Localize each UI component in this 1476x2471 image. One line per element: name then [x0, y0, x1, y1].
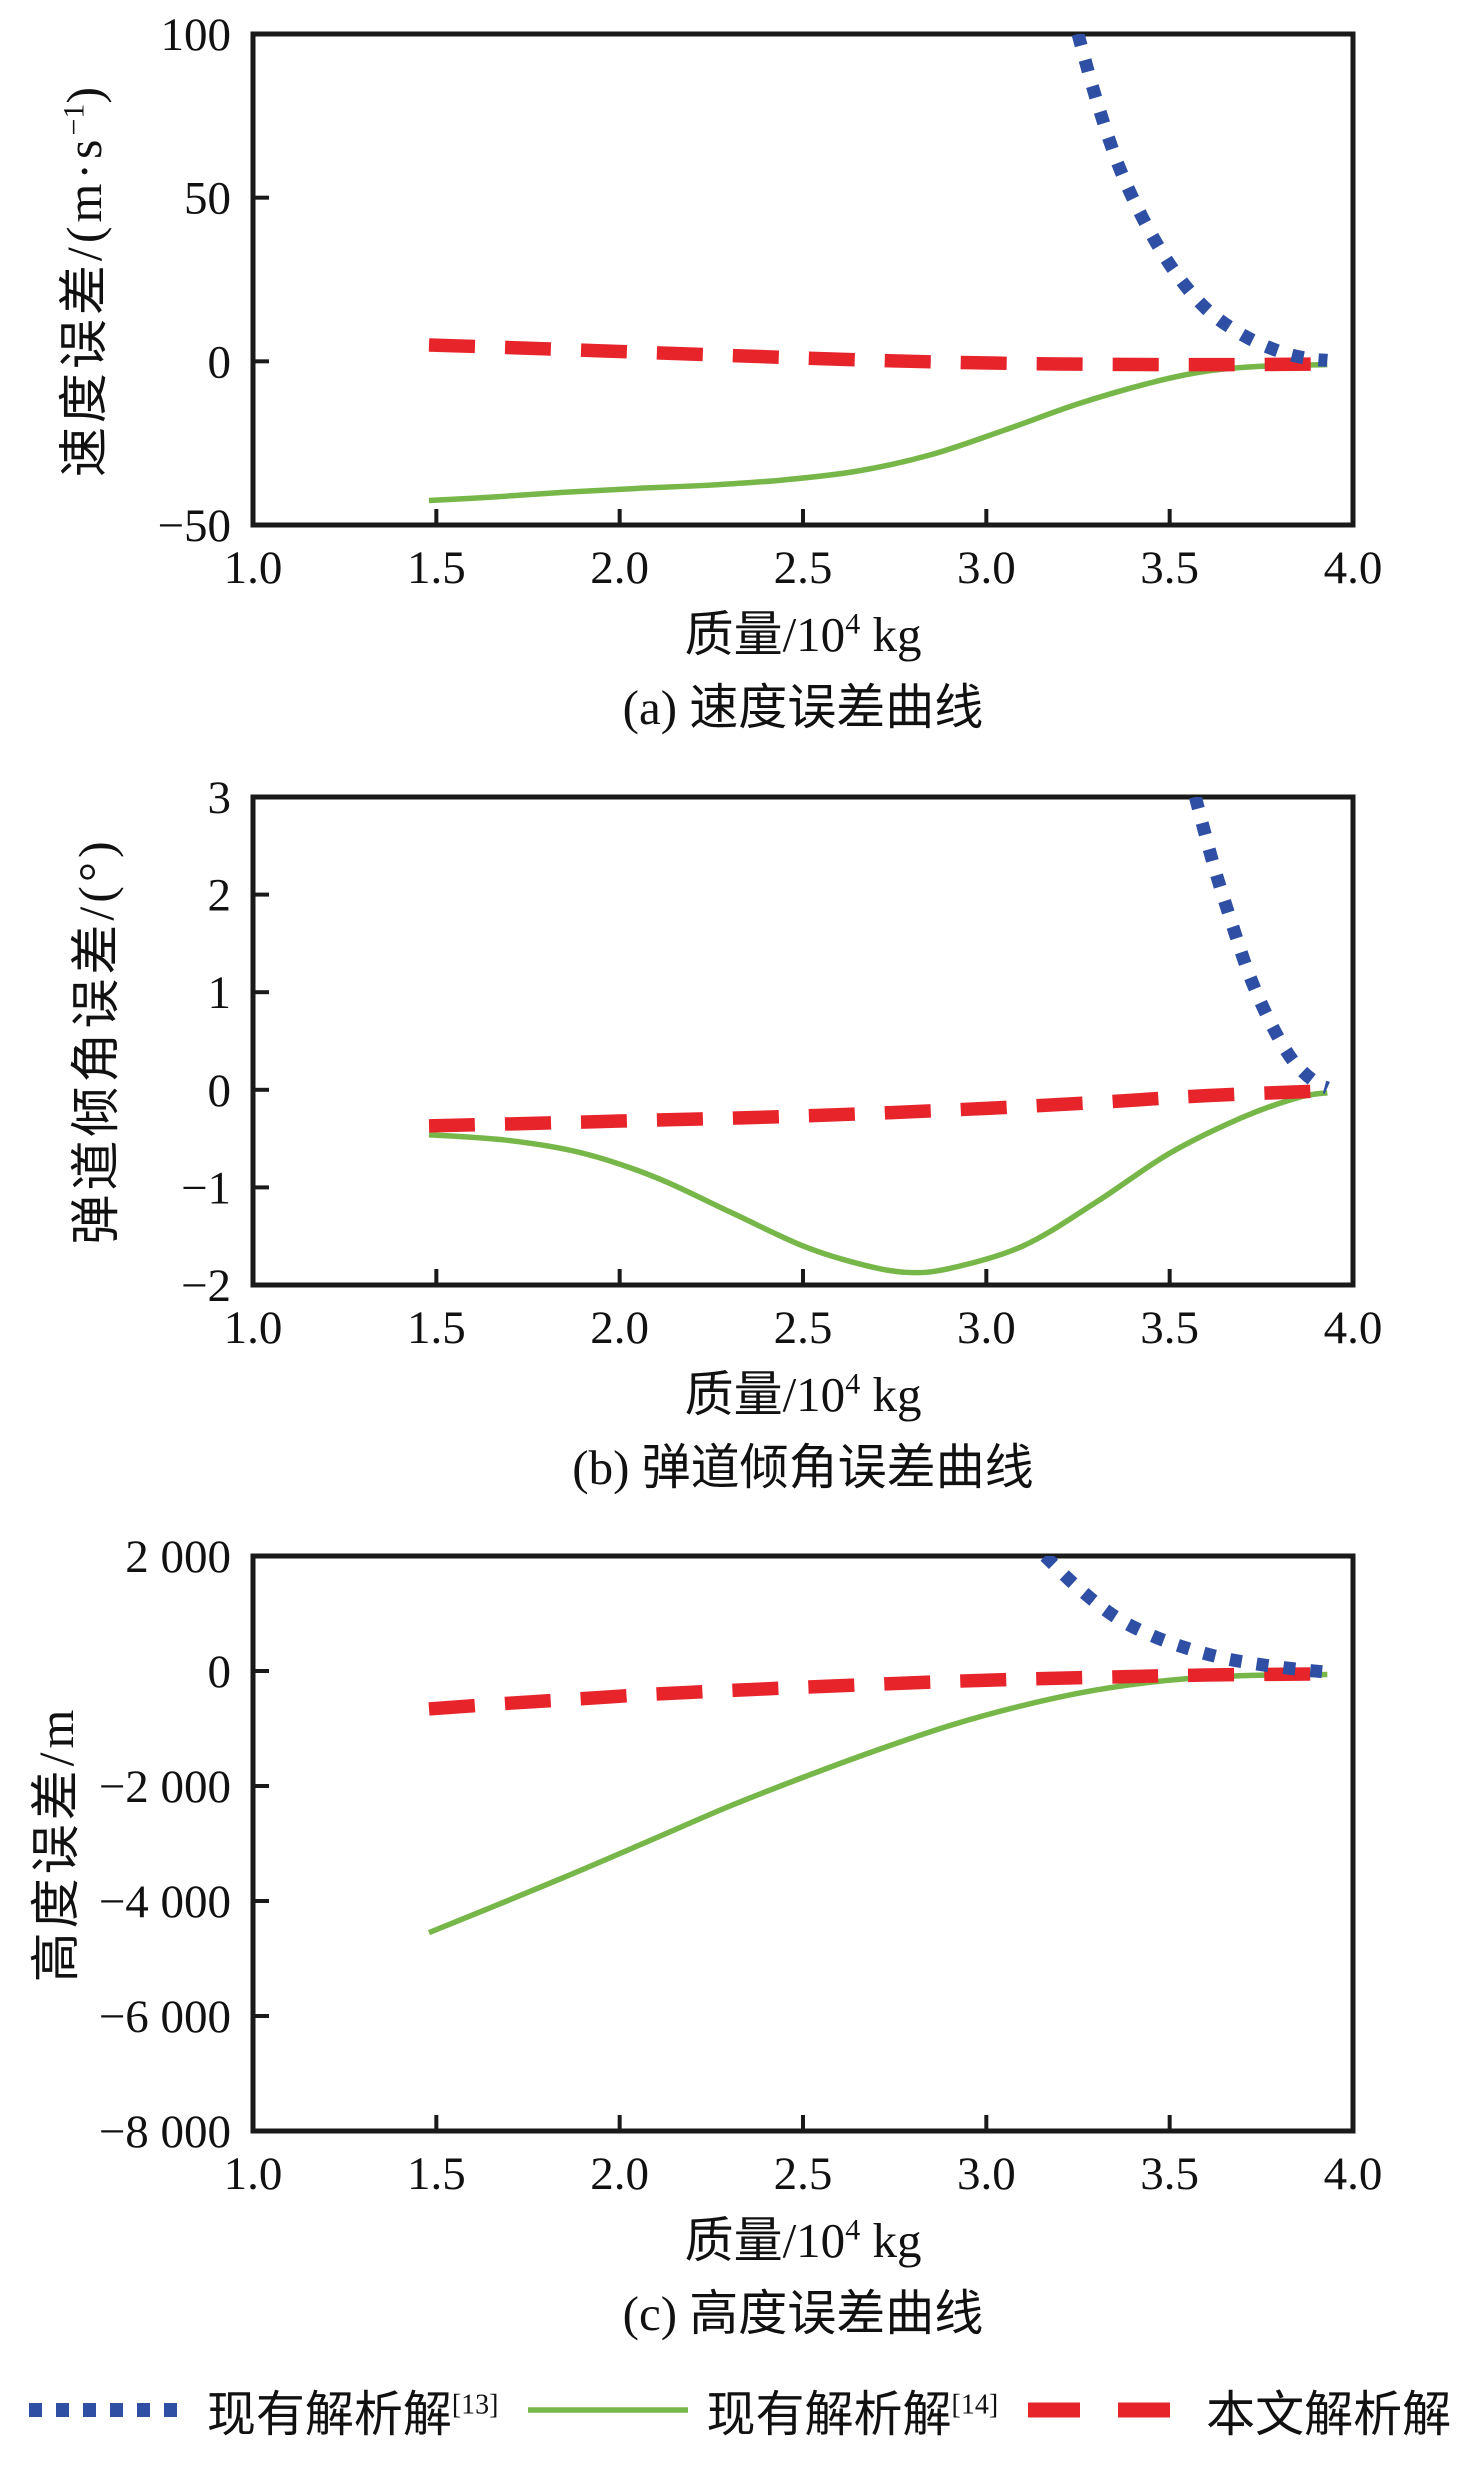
legend: 现有解析解[13] 现有解析解[14] 本文解析解: [0, 2375, 1476, 2446]
solid-line-sample-icon: [528, 2407, 689, 2413]
series-proposed-line: [428, 1083, 1328, 1133]
y-tick-label: 1: [208, 967, 232, 1019]
x-tick-label: 2.5: [774, 542, 833, 594]
x-tick-label: 1.0: [224, 1302, 283, 1354]
x-tick-label: 1.5: [407, 2148, 466, 2200]
series-ref14-line: [428, 361, 1328, 504]
chart-c-block: 高度误差/m 1.0 1.5 2.0 2.5 3.0 3.5 4.0 −8 000 −6 000…: [0, 1528, 1476, 2345]
y-tick-label: 2: [208, 869, 232, 921]
series-ref13-line: [1040, 1556, 1328, 1679]
chart-b-block: 弹道倾角误差/(°) 1.0 1.5 2.0 2.5 3.0 3.5 4.0 −2 −1 0 1 2 3…: [0, 769, 1476, 1499]
y-tick-label: 0: [208, 336, 232, 388]
y-tick-label: 100: [161, 9, 232, 61]
legend-sup: [14]: [951, 2389, 999, 2421]
y-tick-label: 0: [208, 1064, 232, 1116]
y-tick-label: −2 000: [99, 1761, 231, 1813]
legend-label: 现有解析解[13]: [207, 2375, 499, 2446]
x-title-text: 质量/10: [684, 2213, 846, 2268]
chart-a-block: 速度误差/(m·s−1) 1.0 1.5 2.0 2.5 3.0 3.5 4.0 −50 0 50…: [0, 6, 1476, 739]
dashed-line-sample-icon: [1028, 2402, 1189, 2418]
flight-path-angle-error-chart: 1.0 1.5 2.0 2.5 3.0 3.5 4.0 −2 −1 0 1 2 3: [181, 772, 1383, 1354]
y-tick-label: −4 000: [99, 1876, 231, 1928]
legend-item-ref13: 现有解析解[13]: [25, 2375, 499, 2446]
chart-a-caption: (a) 速度误差曲线: [622, 680, 984, 736]
chart-c-caption: (c) 高度误差曲线: [622, 2286, 984, 2342]
y-title-close: ): [56, 82, 112, 104]
x-title-sup: 4: [845, 607, 861, 641]
x-title-sup: 4: [845, 2213, 861, 2247]
x-tick-label: 1.5: [407, 542, 466, 594]
legend-item-proposed: 本文解析解: [1024, 2375, 1451, 2446]
x-tick-label: 2.5: [774, 2148, 833, 2200]
x-tick-label: 3.5: [1140, 1302, 1199, 1354]
y-title-text: 速度误差/(m·s: [56, 135, 112, 478]
x-tick-label: 1.5: [407, 1302, 466, 1354]
x-title-unit: kg: [860, 2213, 922, 2268]
x-tick-label: 1.0: [224, 542, 283, 594]
y-tick-label: −2: [181, 1260, 231, 1312]
velocity-error-chart: 1.0 1.5 2.0 2.5 3.0 3.5 4.0 −50 0 50 100: [157, 9, 1383, 594]
series-ref14-line: [428, 1089, 1328, 1275]
y-tick-label: 2 000: [125, 1531, 231, 1583]
x-tick-label: 2.5: [774, 1302, 833, 1354]
y-tick-label: −50: [157, 500, 231, 552]
y-title-text: 弹道倾角误差/(°): [68, 836, 124, 1245]
legend-sup: [13]: [451, 2389, 499, 2421]
x-tick-label: 2.0: [590, 1302, 649, 1354]
y-title-text: 高度误差/m: [28, 1705, 84, 1983]
x-title-unit: kg: [860, 1366, 922, 1422]
chart-a-x-axis-title: 质量/104 kg: [253, 604, 1353, 665]
dotted-line-sample-icon: [28, 2403, 189, 2417]
chart-b-y-axis-title: 弹道倾角误差/(°): [68, 836, 124, 1245]
legend-label: 现有解析解[14]: [706, 2375, 998, 2446]
legend-item-ref14: 现有解析解[14]: [524, 2375, 998, 2446]
x-tick-label: 2.0: [590, 2148, 649, 2200]
legend-text: 现有解析解: [206, 2386, 452, 2442]
plot-frame: [250, 794, 1356, 1287]
x-title-text: 质量/10: [684, 1366, 846, 1422]
series-proposed-line: [428, 338, 1328, 372]
series-ref13-line: [1071, 34, 1328, 367]
chart-c-x-axis-title: 质量/104 kg: [253, 2210, 1353, 2271]
x-tick-label: 3.5: [1140, 542, 1199, 594]
y-tick-label: 50: [184, 173, 231, 225]
series-proposed-line: [428, 1667, 1328, 1716]
legend-text: 现有解析解: [706, 2386, 952, 2442]
y-tick-label: −8 000: [99, 2106, 231, 2158]
x-tick-label: 4.0: [1324, 542, 1383, 594]
y-title-sup: −1: [57, 103, 91, 136]
x-tick-label: 3.0: [957, 2148, 1016, 2200]
x-title-unit: kg: [860, 607, 922, 662]
chart-a-y-axis-title: 速度误差/(m·s−1): [56, 82, 112, 478]
y-tick-label: −6 000: [99, 1991, 231, 2043]
y-tick-label: 3: [208, 772, 232, 824]
legend-label: 本文解析解: [1206, 2375, 1451, 2446]
x-tick-label: 3.5: [1140, 2148, 1199, 2200]
chart-b-caption: (b) 弹道倾角误差曲线: [572, 1439, 1034, 1495]
series-ref14-line: [427, 1671, 1328, 1936]
x-tick-label: 2.0: [590, 542, 649, 594]
y-tick-label: −1: [181, 1162, 231, 1214]
x-tick-label: 3.0: [957, 1302, 1016, 1354]
x-tick-label: 4.0: [1324, 2148, 1383, 2200]
x-title-text: 质量/10: [684, 607, 846, 662]
x-tick-label: 1.0: [224, 2148, 283, 2200]
series-ref13-line: [1189, 796, 1330, 1094]
y-tick-label: 0: [208, 1646, 232, 1698]
chart-b-x-axis-title: 质量/104 kg: [253, 1364, 1353, 1425]
height-error-chart: 1.0 1.5 2.0 2.5 3.0 3.5 4.0 −8 000 −6 000 −4 000 −…: [99, 1531, 1383, 2200]
x-tick-label: 3.0: [957, 542, 1016, 594]
x-title-sup: 4: [845, 1367, 861, 1401]
legend-text: 本文解析解: [1206, 2386, 1452, 2442]
chart-c-y-axis-title: 高度误差/m: [28, 1705, 84, 1983]
x-tick-label: 4.0: [1324, 1302, 1383, 1354]
